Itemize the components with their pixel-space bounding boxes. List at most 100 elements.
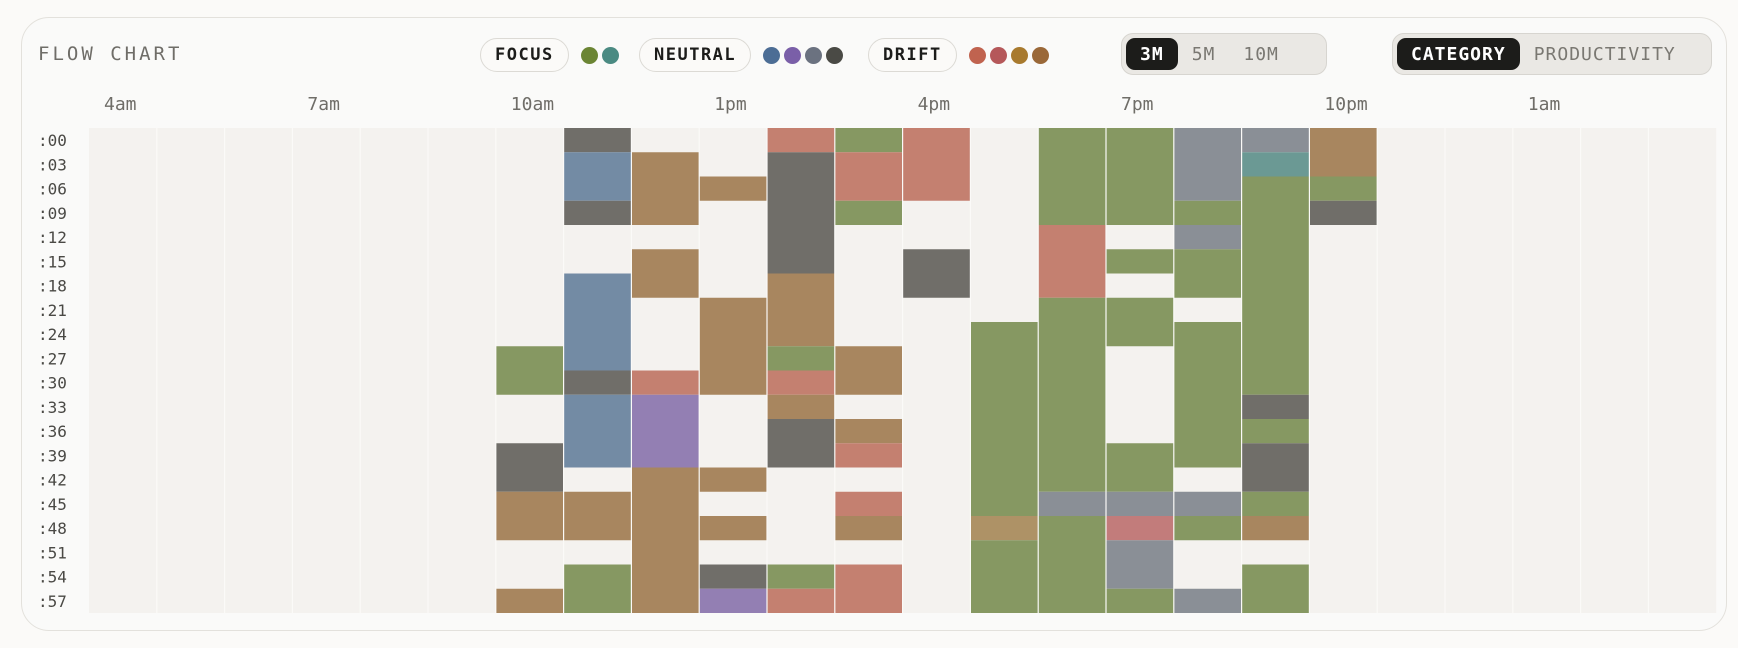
heatmap-block-6pm-48[interactable] <box>1038 516 1106 613</box>
legend-drift-pill[interactable]: DRIFT <box>868 38 957 72</box>
heatmap-block-9pm-0[interactable] <box>1242 128 1309 153</box>
heatmap-block-8pm-48[interactable] <box>1174 516 1241 541</box>
heatmap-block-3pm-3[interactable] <box>835 152 902 201</box>
heatmap-block-1pm-57[interactable] <box>699 588 767 613</box>
legend-dot <box>580 46 598 64</box>
heatmap-block-12pm-33[interactable] <box>632 394 699 468</box>
heatmap-block-3pm-9[interactable] <box>835 200 902 225</box>
heatmap-block-6pm-21[interactable] <box>1038 297 1106 492</box>
heatmap-block-3pm-27[interactable] <box>835 346 902 395</box>
heatmap-block-9pm-36[interactable] <box>1242 419 1309 444</box>
heatmap-block-2pm-57[interactable] <box>767 588 835 613</box>
heatmap-block-10pm-6[interactable] <box>1310 176 1377 201</box>
heatmap-block-2pm-0[interactable] <box>767 128 835 153</box>
heatmap-block-5pm-51[interactable] <box>971 540 1038 613</box>
legend-neutral-pill[interactable]: NEUTRAL <box>639 38 752 72</box>
heatmap-block-2pm-54[interactable] <box>767 564 835 589</box>
heatmap-block-1pm-48[interactable] <box>699 516 767 541</box>
legend-dot <box>1010 46 1028 64</box>
heatmap-blocks <box>496 128 1377 614</box>
heatmap-block-2pm-36[interactable] <box>767 419 835 468</box>
heatmap-block-10pm-9[interactable] <box>1310 200 1377 225</box>
heatmap-block-9pm-48[interactable] <box>1242 516 1309 541</box>
heatmap-block-4pm-15[interactable] <box>903 249 970 298</box>
heatmap-block-2pm-27[interactable] <box>767 346 835 371</box>
heatmap-block-11am-18[interactable] <box>564 273 631 371</box>
heatmap-block-10am-45[interactable] <box>496 491 563 541</box>
heatmap-block-6pm-0[interactable] <box>1038 128 1106 225</box>
heatmap-block-3pm-39[interactable] <box>835 443 902 468</box>
y-tick-label: :33 <box>38 398 67 417</box>
heatmap-block-7pm-51[interactable] <box>1106 540 1174 589</box>
heatmap-block-7pm-45[interactable] <box>1106 491 1174 516</box>
heatmap-block-9pm-54[interactable] <box>1242 564 1309 614</box>
heatmap-block-1pm-21[interactable] <box>699 297 767 395</box>
heatmap-block-8pm-24[interactable] <box>1174 322 1241 468</box>
heatmap-block-5pm-48[interactable] <box>971 516 1038 541</box>
heatmap-block-7pm-57[interactable] <box>1106 588 1174 613</box>
heatmap-block-12pm-30[interactable] <box>632 370 699 395</box>
heatmap-block-3pm-0[interactable] <box>835 128 902 153</box>
heatmap-block-12pm-3[interactable] <box>632 152 699 225</box>
heatmap-block-10am-39[interactable] <box>496 443 563 492</box>
legend-focus-pill[interactable]: FOCUS <box>480 38 569 72</box>
heatmap-block-11am-30[interactable] <box>564 370 631 395</box>
heatmap-block-3pm-54[interactable] <box>835 564 902 614</box>
legend-dot <box>989 46 1007 64</box>
heatmap-block-2pm-30[interactable] <box>767 370 835 395</box>
heatmap-block-9pm-33[interactable] <box>1242 394 1309 419</box>
heatmap-block-8pm-57[interactable] <box>1174 588 1241 613</box>
heatmap-block-1pm-42[interactable] <box>699 467 767 492</box>
heatmap-block-2pm-33[interactable] <box>767 394 835 419</box>
heatmap-block-1pm-54[interactable] <box>699 564 767 589</box>
heatmap-block-11am-9[interactable] <box>564 200 631 225</box>
heatmap-block-7pm-21[interactable] <box>1106 297 1174 347</box>
heatmap-block-7pm-0[interactable] <box>1106 128 1174 225</box>
legend-dot <box>826 46 844 64</box>
heatmap-block-9pm-45[interactable] <box>1242 491 1309 516</box>
heatmap-block-11am-54[interactable] <box>564 564 631 614</box>
heatmap-block-11am-3[interactable] <box>564 152 631 201</box>
heatmap-block-1pm-6[interactable] <box>699 176 767 201</box>
heatmap-block-5pm-24[interactable] <box>971 322 1038 516</box>
heatmap-block-3pm-36[interactable] <box>835 419 902 444</box>
interval-3m-button[interactable]: 3M <box>1126 38 1178 70</box>
x-tick-label: 4am <box>104 94 137 115</box>
heatmap-block-12pm-42[interactable] <box>632 467 699 614</box>
heatmap-block-11am-33[interactable] <box>564 394 631 468</box>
heatmap-block-11am-0[interactable] <box>564 128 631 153</box>
legend-group-drift: DRIFT <box>868 37 1053 73</box>
heatmap-block-7pm-39[interactable] <box>1106 443 1174 492</box>
heatmap-block-12pm-15[interactable] <box>632 249 699 298</box>
interval-10m-button[interactable]: 10M <box>1243 43 1279 65</box>
x-axis: 4am 7am 10am 1pm 4pm 7pm 10pm 1am <box>104 94 1560 115</box>
x-tick-label: 10am <box>511 94 554 115</box>
heatmap-block-7pm-48[interactable] <box>1106 516 1174 541</box>
heatmap-block-8pm-45[interactable] <box>1174 491 1241 516</box>
heatmap-block-11am-45[interactable] <box>564 491 631 541</box>
category-mode-button[interactable]: CATEGORY <box>1397 38 1520 70</box>
heatmap-block-10pm-0[interactable] <box>1310 128 1377 177</box>
heatmap-block-7pm-15[interactable] <box>1106 249 1174 274</box>
heatmap-block-2pm-3[interactable] <box>767 152 835 274</box>
heatmap-block-8pm-12[interactable] <box>1174 225 1241 250</box>
heatmap-block-10am-27[interactable] <box>496 346 563 395</box>
legend-dot <box>968 46 986 64</box>
heatmap-block-6pm-45[interactable] <box>1038 491 1106 516</box>
heatmap-block-6pm-12[interactable] <box>1038 225 1106 298</box>
heatmap-block-2pm-18[interactable] <box>767 273 835 347</box>
heatmap-block-9pm-6[interactable] <box>1242 176 1309 395</box>
heatmap-block-4pm-0[interactable] <box>903 128 970 201</box>
productivity-mode-button[interactable]: PRODUCTIVITY <box>1533 43 1676 65</box>
heatmap-block-9pm-39[interactable] <box>1242 443 1309 492</box>
heatmap-block-3pm-45[interactable] <box>835 491 902 516</box>
y-tick-label: :00 <box>38 131 67 150</box>
heatmap-block-8pm-0[interactable] <box>1174 128 1241 201</box>
heatmap-block-8pm-9[interactable] <box>1174 200 1241 225</box>
interval-5m-button[interactable]: 5M <box>1191 43 1216 65</box>
heatmap-block-10am-57[interactable] <box>496 588 563 613</box>
heatmap-block-3pm-48[interactable] <box>835 516 902 541</box>
x-tick-label: 7pm <box>1121 94 1154 115</box>
heatmap-block-9pm-3[interactable] <box>1242 152 1309 177</box>
heatmap-block-8pm-15[interactable] <box>1174 249 1241 298</box>
